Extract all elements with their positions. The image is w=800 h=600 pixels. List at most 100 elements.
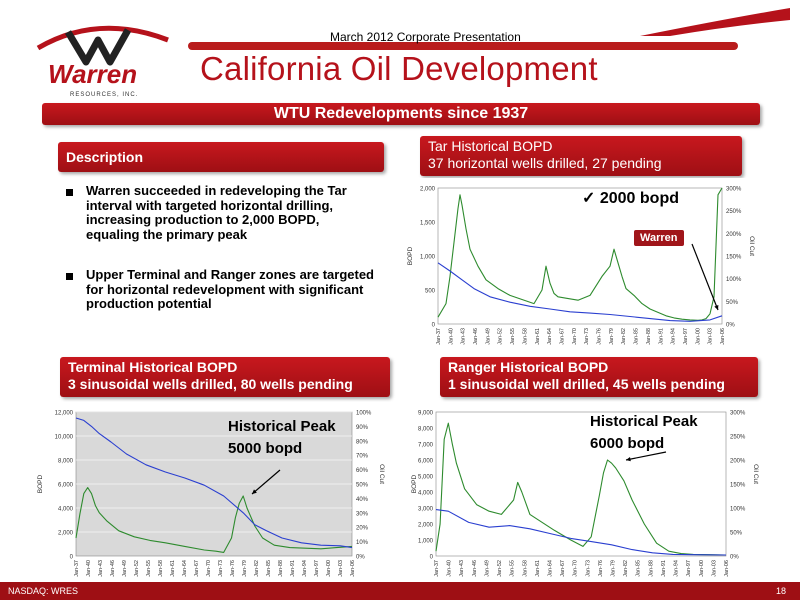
terminal-panel-title: Terminal Historical BOPD [68, 359, 238, 375]
description-heading: Description [58, 142, 384, 172]
y2-tick-label: 70% [356, 454, 369, 460]
terminal-peak-value: 5000 bopd [228, 440, 303, 457]
x-tick-label: Jan-46 [472, 560, 478, 577]
green-series-line [437, 187, 723, 321]
blue-series-line [75, 417, 353, 549]
y2-tick-label: 300% [726, 187, 742, 193]
y-tick-label: 0 [430, 555, 434, 561]
x-tick-label: Jan-76 [598, 560, 604, 577]
y2-tick-label: 50% [726, 300, 739, 306]
bullet-item: Upper Terminal and Ranger zones are targ… [66, 267, 376, 312]
y-tick-label: 2,000 [420, 187, 436, 193]
y-tick-label: 6,000 [418, 459, 434, 465]
x-tick-label: Jan-79 [242, 560, 248, 577]
blue-series-line [435, 509, 727, 556]
tar-panel-title: Tar Historical BOPD [428, 138, 553, 154]
logo-subtext: RESOURCES, INC. [70, 92, 138, 98]
y2-tick-label: 300% [730, 411, 746, 417]
x-tick-label: Jan-37 [436, 328, 442, 345]
tar-peak-annotation: ✓ 2000 bopd [582, 190, 679, 207]
x-tick-label: Jan-67 [560, 560, 566, 577]
x-tick-label: Jan-37 [434, 560, 440, 577]
x-tick-label: Jan-91 [661, 560, 667, 577]
y2-tick-label: 150% [726, 255, 742, 261]
logo-text: Warren [48, 59, 137, 89]
warren-arrow-head [714, 305, 719, 310]
x-tick-label: Jan-58 [522, 328, 528, 345]
x-tick-label: Jan-06 [724, 560, 730, 577]
presentation-label: March 2012 Corporate Presentation [330, 30, 521, 44]
x-tick-label: Jan-91 [290, 560, 296, 577]
x-tick-label: Jan-06 [350, 560, 356, 577]
y2-axis-label: Oil Cut [378, 464, 385, 484]
x-tick-label: Jan-88 [648, 560, 654, 577]
y-tick-label: 4,000 [58, 507, 74, 513]
x-tick-label: Jan-58 [522, 560, 528, 577]
x-tick-label: Jan-03 [338, 560, 344, 577]
terminal-peak-arrow-head [252, 489, 257, 494]
ranger-panel-subtitle: 1 sinusoidal well drilled, 45 wells pend… [448, 376, 725, 392]
y-tick-label: 7,000 [418, 443, 434, 449]
ranger-panel-title: Ranger Historical BOPD [448, 359, 609, 375]
x-tick-label: Jan-40 [448, 328, 454, 345]
logo-graphic: Warren RESOURCES, INC. [36, 25, 169, 98]
y2-tick-label: 150% [730, 483, 746, 489]
x-tick-label: Jan-52 [498, 328, 504, 345]
x-tick-label: Jan-67 [559, 328, 565, 345]
tar-panel-header: Tar Historical BOPD 37 horizontal wells … [420, 136, 742, 176]
y-tick-label: 5,000 [418, 475, 434, 481]
y-tick-label: 6,000 [58, 483, 74, 489]
y2-tick-label: 40% [356, 497, 369, 503]
x-tick-label: Jan-52 [134, 560, 140, 577]
bullet-marker [66, 273, 73, 280]
x-tick-label: Jan-82 [623, 560, 629, 577]
x-tick-label: Jan-00 [695, 328, 701, 345]
ranger-peak-arrow [625, 451, 667, 461]
ranger-chart: 0 1,000 2,000 3,000 4,000 5,000 6,000 7,000 8,00… [404, 402, 794, 580]
y-tick-label: 3,000 [418, 507, 434, 513]
plot-area [437, 187, 723, 325]
y-tick-label: 0 [70, 555, 74, 561]
y-tick-label: 9,000 [418, 411, 434, 417]
x-tick-label: Jan-76 [230, 560, 236, 577]
ranger-panel-header: Ranger Historical BOPD 1 sinusoidal well… [440, 357, 758, 397]
x-tick-label: Jan-06 [720, 328, 726, 345]
x-tick-label: Jan-94 [302, 560, 308, 577]
x-tick-label: Jan-70 [206, 560, 212, 577]
x-tick-label: Jan-55 [146, 560, 152, 577]
y2-axis-label: Oil Cut [748, 236, 755, 256]
x-tick-label: Jan-46 [473, 328, 479, 345]
x-tick-label: Jan-58 [158, 560, 164, 577]
x-tick-label: Jan-00 [326, 560, 332, 577]
y-tick-label: 2,000 [418, 523, 434, 529]
green-series-line [435, 422, 727, 556]
x-tick-label: Jan-79 [611, 560, 617, 577]
y2-tick-label: 50% [730, 531, 743, 537]
terminal-peak-label: Historical Peak [228, 418, 336, 435]
terminal-panel-header: Terminal Historical BOPD 3 sinusoidal we… [60, 357, 390, 397]
x-tick-label: Jan-43 [461, 328, 467, 345]
y-tick-label: 500 [425, 289, 436, 295]
green-series-line [75, 487, 353, 553]
x-tick-label: Jan-03 [708, 328, 714, 345]
x-tick-label: Jan-40 [447, 560, 453, 577]
y-tick-label: 4,000 [418, 491, 434, 497]
warren-callout: Warren [634, 230, 684, 246]
x-tick-label: Jan-85 [266, 560, 272, 577]
y-tick-label: 10,000 [55, 435, 74, 441]
y2-tick-label: 80% [356, 439, 369, 445]
x-tick-label: Jan-03 [711, 560, 717, 577]
header-divider [188, 42, 738, 50]
section-banner: WTU Redevelopments since 1937 [42, 103, 760, 125]
x-tick-label: Jan-52 [497, 560, 503, 577]
x-tick-label: Jan-88 [278, 560, 284, 577]
y2-tick-label: 200% [730, 459, 746, 465]
x-tick-label: Jan-55 [510, 328, 516, 345]
bullet-text: Upper Terminal and Ranger zones are targ… [86, 267, 374, 311]
y-tick-label: 1,000 [420, 255, 436, 261]
y-tick-label: 0 [432, 323, 436, 329]
y2-tick-label: 0% [730, 555, 739, 561]
x-tick-label: Jan-49 [484, 560, 490, 577]
x-tick-label: Jan-49 [122, 560, 128, 577]
x-tick-label: Jan-43 [98, 560, 104, 577]
